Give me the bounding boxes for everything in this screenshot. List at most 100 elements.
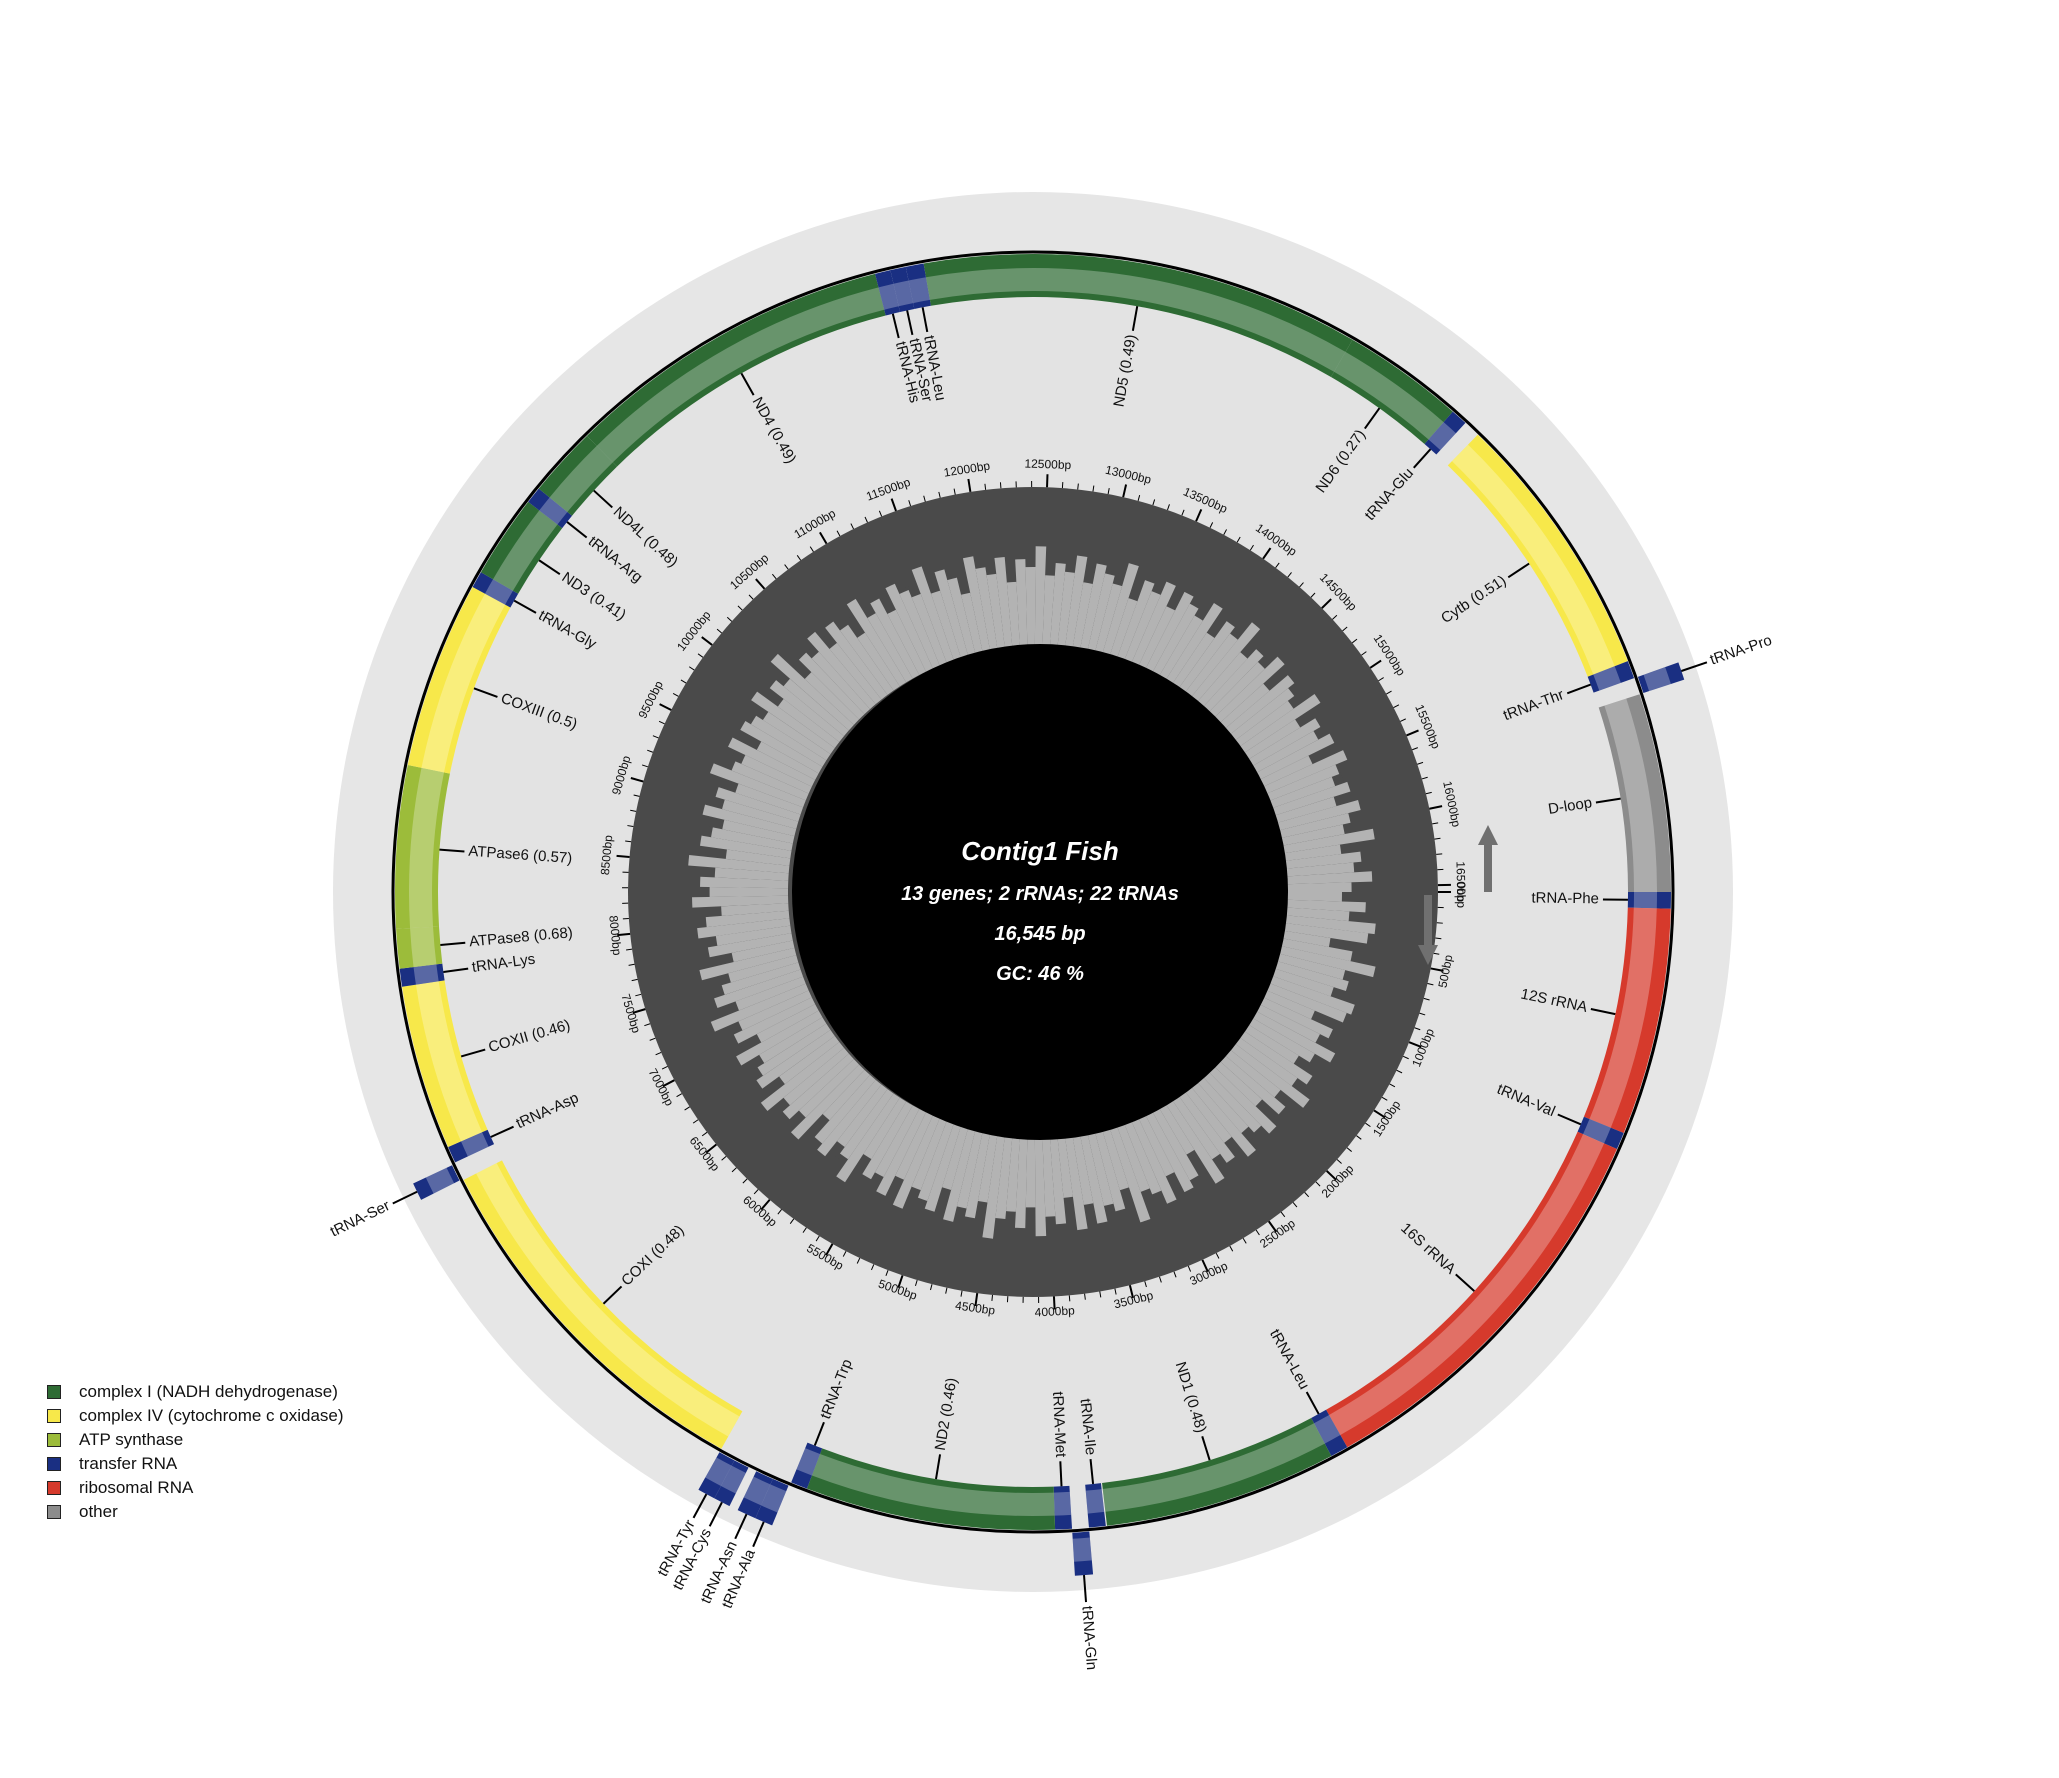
gc-bar <box>770 653 854 731</box>
tick-mark <box>885 1269 889 1276</box>
tick-mark <box>760 1199 771 1211</box>
tick-mark <box>658 720 665 725</box>
gc-bar <box>756 1004 819 1043</box>
gc-bar <box>1049 1135 1067 1225</box>
tick-mark <box>1414 1027 1421 1031</box>
gc-bar <box>728 955 799 983</box>
gc-bar <box>1143 1107 1194 1193</box>
feature-arc <box>407 587 511 774</box>
genome-title: Contig1 Fish <box>961 836 1118 866</box>
feature-trna-val <box>1577 1116 1624 1150</box>
feature-atpase8-0-68 <box>396 926 443 969</box>
tick-mark <box>784 564 789 570</box>
gc-bar <box>711 827 793 851</box>
tick-mark <box>1356 1135 1362 1140</box>
tick-mark <box>1292 1202 1298 1208</box>
gc-bar <box>867 613 913 683</box>
tick-mark <box>1249 544 1254 551</box>
gc-bar <box>751 691 835 755</box>
tick-mark <box>878 510 883 517</box>
tick-mark <box>967 478 972 493</box>
tick-mark <box>633 794 640 797</box>
feature-arc <box>755 1478 789 1526</box>
feature-arc <box>1326 1131 1617 1448</box>
label-leader-line <box>538 559 561 576</box>
strand-arrows <box>1418 825 1498 965</box>
label-leader-line <box>921 307 929 333</box>
feature-arc <box>1598 694 1671 892</box>
tick-mark <box>1304 1192 1310 1198</box>
tick-mark <box>1275 562 1280 569</box>
gc-bar <box>892 1115 940 1209</box>
legend-item-ribosomal-rna: ribosomal RNA <box>47 1476 344 1500</box>
tick-mark <box>672 693 679 697</box>
feature-arc <box>402 980 488 1147</box>
feature-arc-highlight <box>908 277 930 304</box>
tick-mark <box>731 1167 737 1173</box>
gc-bar <box>1169 632 1215 693</box>
genome-length: 16,545 bp <box>994 923 1085 945</box>
gc-bar <box>956 1130 983 1209</box>
tick-mark <box>632 1008 646 1014</box>
gc-bar <box>1273 929 1331 948</box>
gc-bar <box>1193 1072 1249 1134</box>
gc-bar <box>924 1123 961 1212</box>
gc-bar <box>1276 862 1355 877</box>
gc-bar <box>769 680 844 742</box>
gc-bar <box>874 1105 920 1178</box>
gc-bar <box>1275 844 1342 863</box>
gc-bar <box>1277 899 1366 913</box>
gc-bar <box>1224 688 1295 745</box>
feature-arc <box>1627 892 1671 909</box>
feature-arc-highlight <box>720 1465 746 1494</box>
tick-mark <box>1299 582 1304 588</box>
feature-arc <box>1447 434 1628 677</box>
center-disc <box>792 644 1288 1140</box>
feature-label-trna-pro: tRNA-Pro <box>1708 632 1774 669</box>
feature-arc <box>698 1452 735 1499</box>
feature-arc-highlight <box>425 1167 455 1194</box>
gc-bar <box>1266 958 1349 992</box>
tick-mark <box>1242 1237 1247 1244</box>
gc-bar <box>811 651 870 715</box>
tick-mark <box>626 948 633 951</box>
tick-label-12500bp: 12500bp <box>1024 456 1071 472</box>
gc-bar <box>1224 1039 1310 1108</box>
feature-arc-highlight <box>761 1484 787 1513</box>
gc-bar <box>1025 567 1036 648</box>
tick-mark <box>789 1218 795 1224</box>
gc-content: GC: 46 % <box>996 963 1084 985</box>
gc-bar <box>1241 718 1321 771</box>
gc-bar <box>782 1053 854 1120</box>
feature-trna-glu <box>1424 411 1466 455</box>
tick-mark <box>647 749 654 753</box>
label-leader-line <box>440 941 466 947</box>
tick-mark <box>662 1079 675 1088</box>
tick-mark <box>1369 659 1382 669</box>
tick-mark <box>1429 805 1443 810</box>
tick-mark <box>661 1065 668 1070</box>
gc-bar <box>759 1017 827 1064</box>
gc-bar <box>707 933 793 958</box>
feature-arc-highlight <box>1583 1119 1611 1144</box>
feature-arc <box>1311 1409 1348 1456</box>
tick-mark <box>1351 638 1358 644</box>
gc-bar <box>1258 764 1340 804</box>
tick-mark <box>688 666 695 671</box>
tick-mark <box>659 703 672 711</box>
gc-bar <box>705 910 790 928</box>
reverse-strand-arrow-icon <box>1418 895 1438 965</box>
gc-bar <box>1156 1099 1195 1155</box>
gc-bar <box>1072 1132 1094 1205</box>
gc-bar <box>1094 583 1123 657</box>
gc-bar <box>1049 562 1066 649</box>
tick-mark <box>701 636 713 646</box>
feature-arc <box>791 1442 823 1489</box>
tick-mark <box>1215 1252 1220 1259</box>
tick-mark <box>856 1257 861 1264</box>
gc-bar <box>1270 944 1376 978</box>
tick-mark <box>1068 1295 1071 1302</box>
tick-mark <box>1434 837 1441 840</box>
tick-mark <box>1400 718 1406 722</box>
feature-arc <box>1424 411 1466 455</box>
